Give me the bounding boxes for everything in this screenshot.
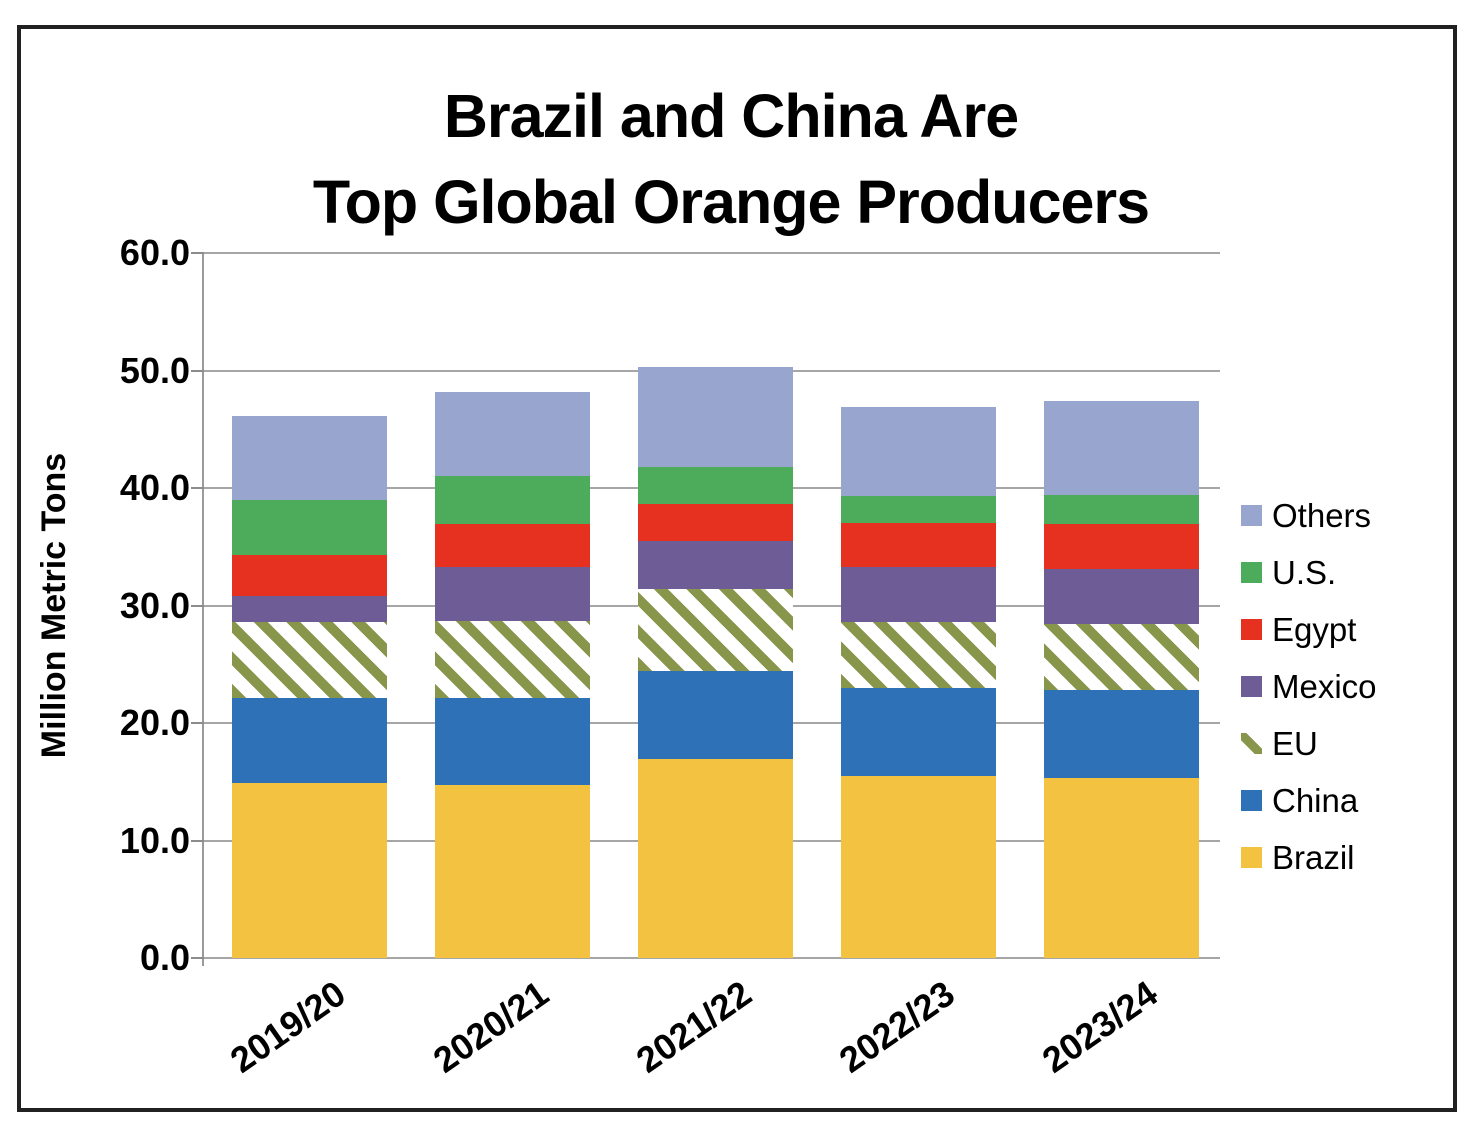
bar-segment-egypt-2022-23 bbox=[841, 523, 996, 567]
bar-segment-china-2021-22 bbox=[638, 671, 793, 760]
legend-swatch-egypt-icon bbox=[1241, 619, 1262, 640]
bar-segment-brazil-2023-24 bbox=[1044, 778, 1199, 958]
bar-segment-others-2023-24 bbox=[1044, 401, 1199, 496]
bar-segment-egypt-2021-22 bbox=[638, 504, 793, 541]
y-tick-mark-0 bbox=[191, 957, 204, 959]
legend-item-u-s: U.S. bbox=[1241, 544, 1377, 601]
bar-segment-egypt-2019-20 bbox=[232, 555, 387, 597]
bar-segment-china-2019-20 bbox=[232, 698, 387, 783]
gridline-60 bbox=[204, 252, 1220, 254]
bar-segment-mexico-2019-20 bbox=[232, 596, 387, 622]
bar-2019-20 bbox=[232, 416, 387, 958]
legend-item-egypt: Egypt bbox=[1241, 601, 1377, 658]
legend-label-egypt: Egypt bbox=[1272, 611, 1357, 648]
y-tick-mark-10 bbox=[191, 839, 204, 842]
legend-item-mexico: Mexico bbox=[1241, 658, 1377, 715]
legend-label-brazil: Brazil bbox=[1272, 839, 1355, 876]
bar-segment-mexico-2022-23 bbox=[841, 566, 996, 622]
y-tick-label-30: 30.0 bbox=[119, 584, 190, 626]
bar-2020-21 bbox=[435, 391, 590, 958]
y-tick-label-40: 40.0 bbox=[119, 467, 190, 508]
x-tick-label-2022-23: 2022/23 bbox=[831, 972, 962, 1081]
legend-item-brazil: Brazil bbox=[1241, 829, 1377, 886]
legend-swatch-brazil-icon bbox=[1241, 847, 1262, 868]
chart-title-line2: Top Global Orange Producers bbox=[312, 168, 1150, 236]
y-tick-label-0: 0.0 bbox=[139, 937, 190, 978]
plot-area: 2019/20 2020/21 2021/22 2022/23 2023/24 bbox=[191, 252, 1220, 1081]
legend-label-china: China bbox=[1272, 782, 1359, 819]
bar-segment-others-2021-22 bbox=[638, 367, 793, 467]
x-tick-label-2023-24: 2023/24 bbox=[1034, 972, 1165, 1081]
bar-segment-china-2020-21 bbox=[435, 698, 590, 786]
bar-segment-china-2022-23 bbox=[841, 687, 996, 776]
y-tick-mark-20 bbox=[191, 722, 204, 724]
bar-segment-eu-2022-23 bbox=[841, 621, 996, 688]
bar-segment-eu-2020-21 bbox=[435, 620, 590, 699]
y-tick-label-50: 50.0 bbox=[119, 349, 190, 391]
bar-segment-eu-2023-24 bbox=[1044, 624, 1199, 691]
legend-item-china: China bbox=[1241, 772, 1377, 829]
legend-item-eu: EU bbox=[1241, 715, 1377, 772]
bar-segment-others-2020-21 bbox=[435, 391, 590, 477]
bar-segment-u-s-2022-23 bbox=[841, 496, 996, 524]
legend-swatch-u-s-icon bbox=[1241, 562, 1262, 583]
bar-segment-egypt-2023-24 bbox=[1044, 524, 1199, 570]
bar-segment-brazil-2022-23 bbox=[841, 775, 996, 958]
bar-segment-u-s-2019-20 bbox=[232, 499, 387, 555]
bar-segment-egypt-2020-21 bbox=[435, 524, 590, 567]
y-tick-mark-50 bbox=[191, 369, 204, 372]
chart-title-line1: Brazil and China Are bbox=[443, 82, 1019, 150]
page-title: Brazil and China Are Top Global Orange P… bbox=[21, 73, 1441, 245]
gridline-0 bbox=[204, 957, 1220, 959]
legend-label-u-s: U.S. bbox=[1272, 554, 1337, 591]
legend-label-eu: EU bbox=[1272, 725, 1318, 762]
y-axis-title-text: Million Metric Tons bbox=[35, 452, 74, 759]
x-tick-label-2021-22: 2021/22 bbox=[628, 972, 759, 1081]
legend-swatch-mexico-icon bbox=[1241, 676, 1262, 697]
bar-segment-others-2019-20 bbox=[232, 416, 387, 500]
bar-segment-others-2022-23 bbox=[841, 406, 996, 497]
bar-segment-brazil-2020-21 bbox=[435, 785, 590, 958]
bar-segment-u-s-2023-24 bbox=[1044, 495, 1199, 525]
bar-segment-mexico-2020-21 bbox=[435, 566, 590, 621]
y-tick-mark-30 bbox=[191, 604, 204, 607]
bar-segment-eu-2021-22 bbox=[638, 589, 793, 672]
bar-segment-mexico-2021-22 bbox=[638, 540, 793, 590]
legend-item-others: Others bbox=[1241, 487, 1377, 544]
y-axis-line bbox=[202, 253, 204, 966]
y-tick-label-60: 60.0 bbox=[119, 232, 190, 273]
legend-label-mexico: Mexico bbox=[1272, 668, 1377, 705]
bar-2021-22 bbox=[638, 367, 793, 958]
bar-segment-eu-2019-20 bbox=[232, 621, 387, 699]
y-tick-mark-40 bbox=[191, 487, 204, 489]
bar-segment-china-2023-24 bbox=[1044, 690, 1199, 779]
bar-segment-mexico-2023-24 bbox=[1044, 569, 1199, 625]
legend-swatch-eu-icon bbox=[1241, 733, 1262, 754]
legend-swatch-china-icon bbox=[1241, 790, 1262, 811]
bar-segment-u-s-2021-22 bbox=[638, 466, 793, 505]
x-tick-label-2020-21: 2020/21 bbox=[425, 972, 556, 1081]
bar-segment-brazil-2021-22 bbox=[638, 759, 793, 958]
bar-2022-23 bbox=[841, 406, 996, 958]
y-tick-label-10: 10.0 bbox=[119, 819, 190, 861]
y-tick-label-20: 20.0 bbox=[119, 702, 190, 743]
y-tick-mark-60 bbox=[191, 252, 204, 254]
bar-segment-u-s-2020-21 bbox=[435, 476, 590, 525]
chart-frame: Brazil and China Are Top Global Orange P… bbox=[17, 25, 1457, 1112]
bar-segment-brazil-2019-20 bbox=[232, 782, 387, 958]
legend-swatch-others-icon bbox=[1241, 505, 1262, 526]
bar-2023-24 bbox=[1044, 401, 1199, 958]
legend: Others U.S. Egypt Mexico EU China Brazil bbox=[1241, 487, 1377, 886]
x-tick-label-2019-20: 2019/20 bbox=[222, 972, 353, 1081]
legend-label-others: Others bbox=[1272, 497, 1372, 534]
